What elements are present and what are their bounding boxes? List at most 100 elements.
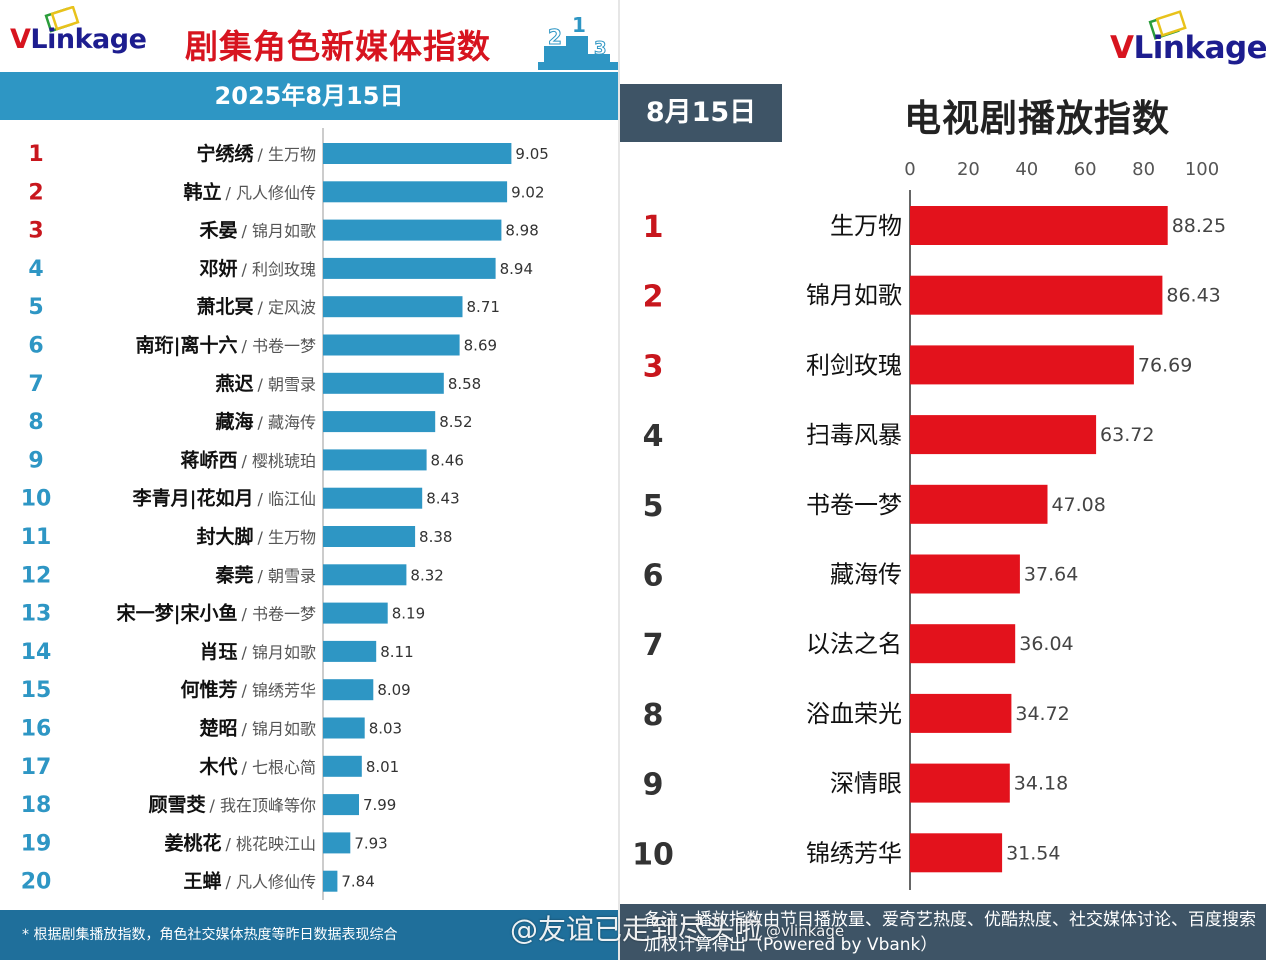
character-name: 蒋峤西 bbox=[181, 448, 238, 471]
value-label: 36.04 bbox=[1019, 633, 1073, 655]
rank-label: 1 bbox=[643, 210, 664, 245]
bar bbox=[323, 257, 496, 279]
value-label: 8.03 bbox=[369, 720, 402, 738]
category-label: 利剑玫瑰 bbox=[806, 351, 902, 379]
value-label: 47.08 bbox=[1051, 494, 1105, 516]
value-label: 8.71 bbox=[467, 298, 500, 316]
value-label: 8.38 bbox=[419, 528, 452, 546]
value-label: 8.19 bbox=[392, 605, 425, 623]
rank-label: 13 bbox=[21, 602, 52, 627]
value-label: 8.58 bbox=[448, 375, 481, 393]
bar bbox=[910, 484, 1048, 524]
value-label: 8.32 bbox=[410, 566, 443, 584]
bar bbox=[323, 717, 365, 739]
character-name: 禾晏 bbox=[200, 220, 238, 242]
drama-name: / 锦月如歌 bbox=[242, 643, 316, 662]
rank-label: 4 bbox=[643, 419, 664, 454]
rank-label: 1 bbox=[28, 142, 43, 167]
value-label: 86.43 bbox=[1166, 285, 1220, 307]
drama-name: / 定风波 bbox=[258, 298, 316, 317]
drama-name: / 凡人修仙传 bbox=[226, 183, 316, 202]
panel-divider bbox=[618, 0, 620, 960]
value-label: 8.94 bbox=[500, 260, 533, 278]
value-label: 8.43 bbox=[426, 490, 459, 508]
vlinkage-logo: VLinkage bbox=[10, 24, 147, 55]
bar bbox=[323, 334, 460, 356]
value-label: 9.05 bbox=[515, 145, 548, 163]
value-label: 88.25 bbox=[1172, 215, 1226, 237]
date-tab: 8月15日 bbox=[620, 84, 782, 142]
value-label: 8.69 bbox=[464, 337, 497, 355]
x-tick-label: 40 bbox=[1015, 159, 1038, 180]
x-tick-label: 60 bbox=[1074, 159, 1097, 180]
rank-label: 14 bbox=[21, 640, 52, 665]
character-name: 萧北冥 bbox=[197, 296, 254, 318]
bar bbox=[910, 554, 1020, 594]
value-label: 63.72 bbox=[1100, 424, 1154, 446]
character-bar-chart: 1 宁绣绣 / 生万物 9.052 韩立 / 凡人修仙传 9.023 禾晏 / 锦月如歌 8.98… bbox=[21, 128, 549, 900]
drama-name: / 朝雪录 bbox=[258, 566, 316, 585]
character-name: 邓妍 bbox=[200, 258, 238, 280]
drama-name: / 我在顶峰等你 bbox=[210, 796, 316, 815]
svg-text:2: 2 bbox=[548, 25, 562, 49]
drama-name: / 生万物 bbox=[258, 145, 316, 164]
bar bbox=[910, 345, 1134, 385]
category-label: 李青月|花如月 / 临江仙 bbox=[132, 487, 316, 510]
rank-label: 12 bbox=[21, 563, 52, 588]
character-name: 秦莞 bbox=[215, 563, 254, 586]
drama-name: / 朝雪录 bbox=[258, 375, 316, 394]
rank-label: 3 bbox=[643, 349, 664, 384]
category-label: 浴血荣光 bbox=[806, 700, 902, 728]
rank-label: 9 bbox=[28, 448, 43, 473]
value-label: 9.02 bbox=[511, 183, 544, 201]
value-label: 8.11 bbox=[380, 643, 413, 661]
x-tick-label: 100 bbox=[1185, 159, 1219, 180]
drama-name: / 七根心简 bbox=[242, 758, 316, 777]
rank-label: 19 bbox=[21, 831, 52, 856]
footnote: 备注：播放指数由节目播放量、爱奇艺热度、优酷热度、社交媒体讨论、百度搜索加权计算… bbox=[620, 904, 1266, 960]
bar bbox=[910, 415, 1097, 455]
value-label: 7.93 bbox=[354, 834, 387, 852]
character-name: 宋一梦|宋小鱼 bbox=[116, 602, 238, 625]
value-label: 34.18 bbox=[1014, 773, 1068, 795]
drama-name: / 临江仙 bbox=[258, 490, 316, 509]
character-name: 宁绣绣 bbox=[197, 142, 255, 165]
bar bbox=[323, 564, 407, 586]
bar bbox=[323, 372, 444, 394]
bar bbox=[323, 219, 502, 241]
rank-label: 4 bbox=[28, 257, 43, 282]
rank-label: 11 bbox=[21, 525, 52, 550]
bar bbox=[323, 602, 388, 624]
character-name: 何惟芳 bbox=[181, 678, 238, 701]
drama-name: / 利剑玫瑰 bbox=[242, 260, 316, 279]
category-label: 邓妍 / 利剑玫瑰 bbox=[200, 258, 317, 280]
date-bar: 2025年8月15日 bbox=[0, 72, 618, 120]
drama-name: / 锦月如歌 bbox=[242, 720, 316, 739]
chart-title: 电视剧播放指数 bbox=[904, 97, 1170, 140]
category-label: 锦月如歌 bbox=[806, 282, 902, 310]
bar bbox=[323, 296, 463, 318]
rank-label: 15 bbox=[21, 678, 52, 703]
value-label: 37.64 bbox=[1024, 564, 1078, 586]
bar bbox=[323, 679, 374, 701]
value-label: 8.52 bbox=[439, 413, 472, 431]
character-name: 南珩|离十六 bbox=[136, 334, 238, 357]
drama-name: / 桃花映江山 bbox=[226, 834, 316, 853]
value-label: 34.72 bbox=[1015, 703, 1069, 725]
bar bbox=[323, 181, 508, 203]
bar bbox=[910, 763, 1010, 803]
rank-label: 5 bbox=[28, 295, 43, 320]
rank-label: 2 bbox=[28, 180, 43, 205]
character-name: 燕迟 bbox=[216, 372, 254, 395]
drama-name: / 凡人修仙传 bbox=[226, 873, 316, 892]
bar bbox=[910, 833, 1003, 873]
category-label: 藏海传 bbox=[830, 561, 902, 589]
rank-label: 9 bbox=[643, 768, 664, 803]
value-label: 8.09 bbox=[377, 681, 410, 699]
drama-name: / 藏海传 bbox=[258, 413, 316, 432]
bar bbox=[910, 275, 1163, 315]
bar bbox=[323, 640, 377, 662]
value-label: 8.98 bbox=[505, 222, 538, 240]
drama-name: / 锦月如歌 bbox=[242, 222, 316, 241]
chart-title: 剧集角色新媒体指数 bbox=[185, 27, 491, 66]
